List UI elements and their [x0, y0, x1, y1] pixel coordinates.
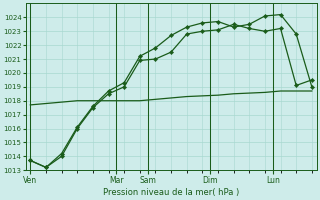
X-axis label: Pression niveau de la mer( hPa ): Pression niveau de la mer( hPa ) — [103, 188, 239, 197]
